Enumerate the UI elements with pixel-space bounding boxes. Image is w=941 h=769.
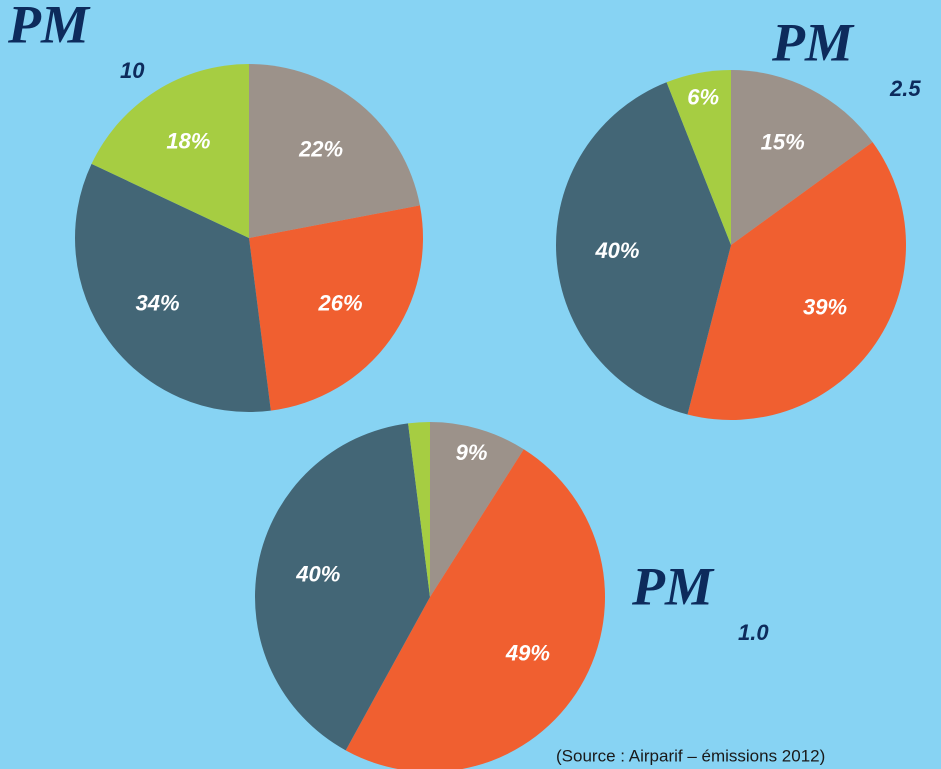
data-label: 26%	[317, 290, 362, 315]
data-label: 18%	[166, 128, 210, 153]
chart-title-subscript: 10	[120, 58, 145, 83]
source: (Source : Airparif – émissions 2012)	[556, 746, 825, 765]
pie-slice	[91, 64, 249, 238]
data-label: 6%	[687, 85, 719, 110]
data-label: 22%	[298, 137, 343, 162]
pie-slice	[74, 163, 271, 412]
pie-slice	[249, 205, 423, 411]
pie-slice	[408, 422, 430, 597]
pie-slice	[345, 449, 606, 769]
chart-title: PM	[771, 12, 855, 72]
chart-title-subscript: 1.0	[738, 620, 769, 645]
pie-slice	[555, 82, 731, 415]
chart-title: PM	[7, 0, 91, 54]
pie-slice	[666, 70, 731, 245]
data-label: 34%	[135, 290, 179, 315]
data-label: 9%	[456, 440, 488, 465]
chart-title: PM	[631, 556, 715, 616]
pie-slice	[731, 70, 873, 245]
pie-slice	[254, 423, 430, 751]
data-label: 40%	[295, 561, 340, 586]
pie-slice	[249, 64, 420, 238]
pie-slice	[687, 142, 907, 421]
pie-slice	[430, 422, 524, 597]
data-label: 15%	[761, 129, 805, 154]
data-label: 49%	[505, 641, 550, 666]
data-label: 39%	[803, 295, 847, 320]
chart-title-subscript: 2.5	[889, 76, 921, 101]
data-label: 40%	[594, 238, 639, 263]
